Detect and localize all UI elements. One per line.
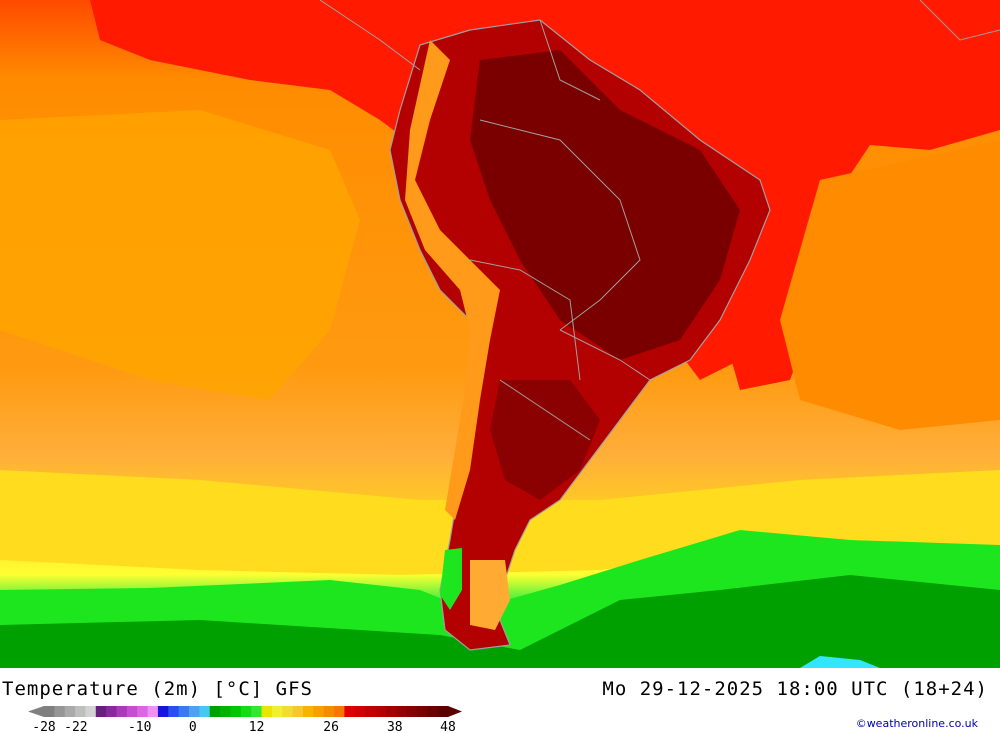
legend-tick-label: 48 (440, 720, 456, 733)
legend-swatch (334, 706, 345, 717)
legend-swatch (230, 706, 242, 717)
andes-orange-strip (405, 40, 500, 520)
color-legend: -28 -22 -10 0 12 26 38 48 (28, 706, 462, 733)
legend-swatch (209, 706, 221, 717)
legend-swatch (385, 706, 397, 717)
legend-swatch (240, 706, 252, 717)
legend-swatch (396, 706, 407, 717)
legend-swatch (354, 706, 366, 717)
credit-link[interactable]: ©weatheronline.co.uk (855, 717, 978, 730)
south-atlantic-orange (780, 140, 1000, 430)
legend-swatch (106, 706, 117, 717)
legend-swatch (282, 706, 294, 717)
legend-tick-label: 26 (323, 720, 339, 733)
legend-arrow-right (448, 706, 462, 717)
legend-swatch (292, 706, 304, 717)
legend-swatch (54, 706, 66, 717)
country-borders (319, 0, 1000, 441)
map-datetime: Mo 29-12-2025 18:00 UTC (18+24) (602, 678, 988, 700)
legend-swatch (313, 706, 325, 717)
legend-tick-label: -28 (32, 720, 55, 733)
legend-tick-label: 38 (387, 720, 403, 733)
legend-swatch (137, 706, 148, 717)
map-title: Temperature (2m) [°C] GFS (2, 678, 313, 700)
legend-tick-label: 0 (189, 720, 197, 733)
legend-swatch (95, 706, 107, 717)
legend-swatches (28, 706, 462, 717)
legend-swatch (375, 706, 387, 717)
legend-swatch (302, 706, 314, 717)
legend-swatch (178, 706, 190, 717)
legend-swatch (271, 706, 283, 717)
southern-dark-green (0, 575, 1000, 668)
legend-swatch (147, 706, 159, 717)
legend-tick-labels: -28 -22 -10 0 12 26 38 48 (32, 720, 456, 733)
legend-swatch (168, 706, 180, 717)
legend-swatch (189, 706, 200, 717)
argentina-deep-red (490, 380, 600, 500)
legend-swatch (64, 706, 76, 717)
legend-swatch (427, 706, 439, 717)
cold-cyan-patch (800, 656, 880, 668)
legend-swatch (199, 706, 211, 717)
legend-swatch (75, 706, 86, 717)
legend-swatch (437, 706, 449, 717)
legend-swatch (416, 706, 428, 717)
legend-tick-label: -10 (128, 720, 151, 733)
legend-swatch (157, 706, 169, 717)
legend-swatch (126, 706, 138, 717)
legend-swatch (406, 706, 418, 717)
legend-swatch (44, 706, 55, 717)
legend-swatch (220, 706, 231, 717)
legend-swatch (365, 706, 376, 717)
chile-green-strip (440, 548, 462, 610)
legend-swatch (251, 706, 262, 717)
amazon-deep-red (470, 50, 740, 360)
legend-swatch (261, 706, 273, 717)
legend-swatch (344, 706, 356, 717)
legend-swatch (323, 706, 335, 717)
patagonia-orange (470, 560, 510, 630)
map-footer: Temperature (2m) [°C] GFS Mo 29-12-2025 … (0, 668, 1000, 733)
legend-tick-label: 12 (249, 720, 265, 733)
legend-swatch (116, 706, 128, 717)
temperature-map (0, 0, 1000, 668)
legend-arrow-left (28, 706, 44, 717)
pacific-orange-zone (0, 110, 360, 400)
legend-swatch (85, 706, 97, 717)
legend-tick-label: -22 (64, 720, 87, 733)
